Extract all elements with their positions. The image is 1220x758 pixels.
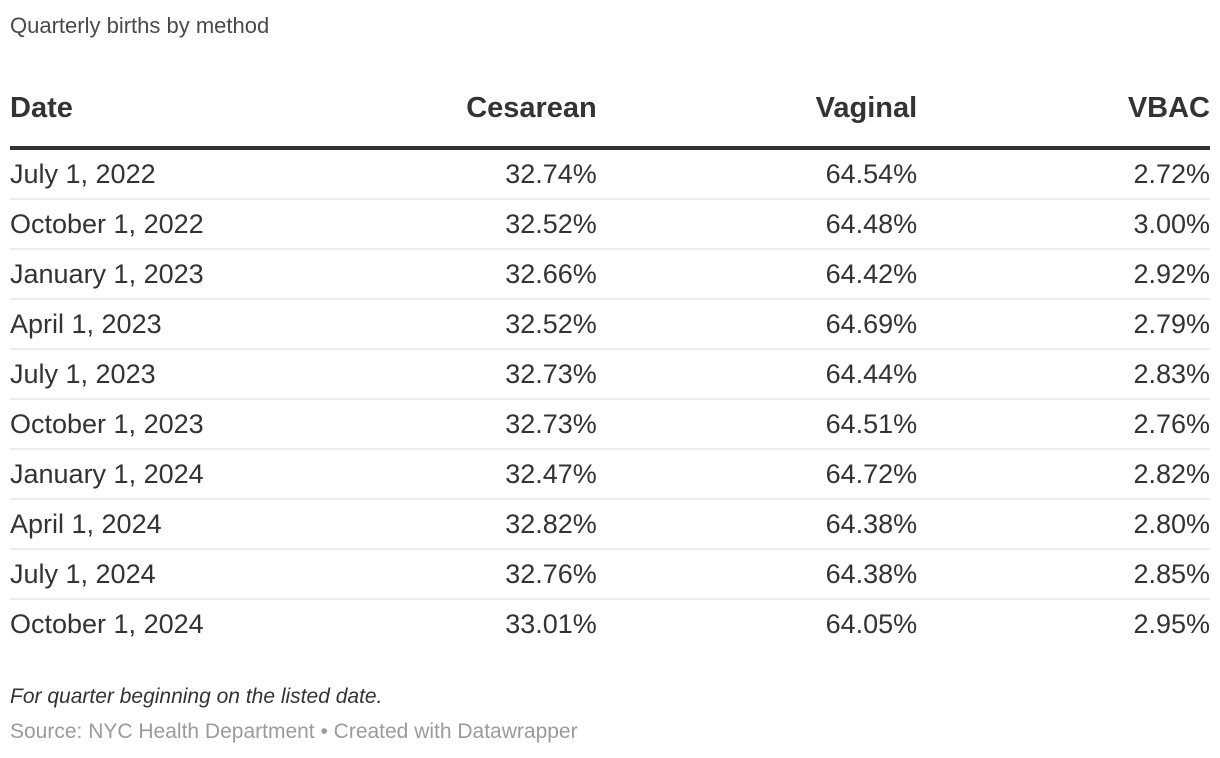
vaginal-cell: 64.48% [596, 198, 918, 250]
date-cell: October 1, 2022 [10, 198, 304, 250]
date-cell: January 1, 2024 [10, 448, 304, 500]
vaginal-cell: 64.42% [596, 248, 918, 300]
vaginal-cell: 64.38% [596, 548, 918, 600]
table-row: April 1, 2024 32.82% 64.38% 2.80% [10, 498, 1210, 550]
date-cell: October 1, 2023 [10, 398, 304, 450]
vaginal-cell: 64.72% [596, 448, 918, 500]
vaginal-cell: 64.44% [596, 348, 918, 400]
column-header-cesarean: Cesarean [303, 85, 597, 151]
cesarean-cell: 32.52% [303, 298, 597, 350]
table-row: April 1, 2023 32.52% 64.69% 2.79% [10, 298, 1210, 350]
table-row: July 1, 2022 32.74% 64.54% 2.72% [10, 148, 1210, 199]
page-title: Quarterly births by method [10, 13, 270, 38]
date-cell: July 1, 2024 [10, 548, 304, 600]
cesarean-cell: 32.47% [303, 448, 597, 500]
cesarean-cell: 33.01% [303, 598, 597, 649]
vbac-cell: 2.92% [917, 248, 1210, 300]
births-by-method-table: Date Cesarean Vaginal VBAC July 1, 2022 … [10, 85, 1210, 649]
vbac-cell: 2.72% [1133, 158, 1210, 189]
vbac-cell: 2.80% [917, 498, 1210, 550]
table-row: July 1, 2024 32.76% 64.38% 2.85% [10, 548, 1210, 600]
table-row: January 1, 2024 32.47% 64.72% 2.82% [10, 448, 1210, 500]
table-row: July 1, 2023 32.73% 64.44% 2.83% [10, 348, 1210, 400]
vbac-cell: 3.00% [917, 198, 1210, 250]
vbac-cell: 2.79% [917, 298, 1210, 350]
cesarean-cell: 32.76% [303, 548, 597, 600]
date-cell: July 1, 2022 [10, 158, 156, 189]
cesarean-cell: 32.82% [303, 498, 597, 550]
table-footnote: For quarter beginning on the listed date… [10, 685, 383, 709]
vaginal-cell: 64.54% [825, 158, 918, 189]
date-cell: April 1, 2024 [10, 498, 304, 550]
table-row: October 1, 2024 33.01% 64.05% 2.95% [10, 598, 1210, 649]
date-cell: July 1, 2023 [10, 348, 304, 400]
table-row: January 1, 2023 32.66% 64.42% 2.92% [10, 248, 1210, 300]
date-cell: January 1, 2023 [10, 248, 304, 300]
table-header-row: Date Cesarean Vaginal VBAC [10, 85, 1210, 151]
vbac-cell: 2.85% [917, 548, 1210, 600]
cesarean-cell: 32.52% [303, 198, 597, 250]
source-attribution: Source: NYC Health Department • Created … [10, 720, 578, 744]
column-header-date: Date [10, 85, 304, 151]
vaginal-cell: 64.51% [596, 398, 918, 450]
column-header-vbac: VBAC [917, 85, 1210, 151]
vbac-cell: 2.82% [917, 448, 1210, 500]
vbac-cell: 2.76% [917, 398, 1210, 450]
cesarean-cell: 32.74% [505, 158, 597, 189]
vaginal-cell: 64.38% [596, 498, 918, 550]
vaginal-cell: 64.05% [596, 598, 918, 649]
table-row: October 1, 2023 32.73% 64.51% 2.76% [10, 398, 1210, 450]
table-row: October 1, 2022 32.52% 64.48% 3.00% [10, 198, 1210, 250]
vaginal-cell: 64.69% [596, 298, 918, 350]
date-cell: April 1, 2023 [10, 298, 304, 350]
cesarean-cell: 32.66% [303, 248, 597, 300]
cesarean-cell: 32.73% [303, 398, 597, 450]
vbac-cell: 2.83% [917, 348, 1210, 400]
cesarean-cell: 32.73% [303, 348, 597, 400]
column-header-vaginal: Vaginal [596, 85, 918, 151]
date-cell: October 1, 2024 [10, 598, 304, 649]
vbac-cell: 2.95% [917, 598, 1210, 649]
